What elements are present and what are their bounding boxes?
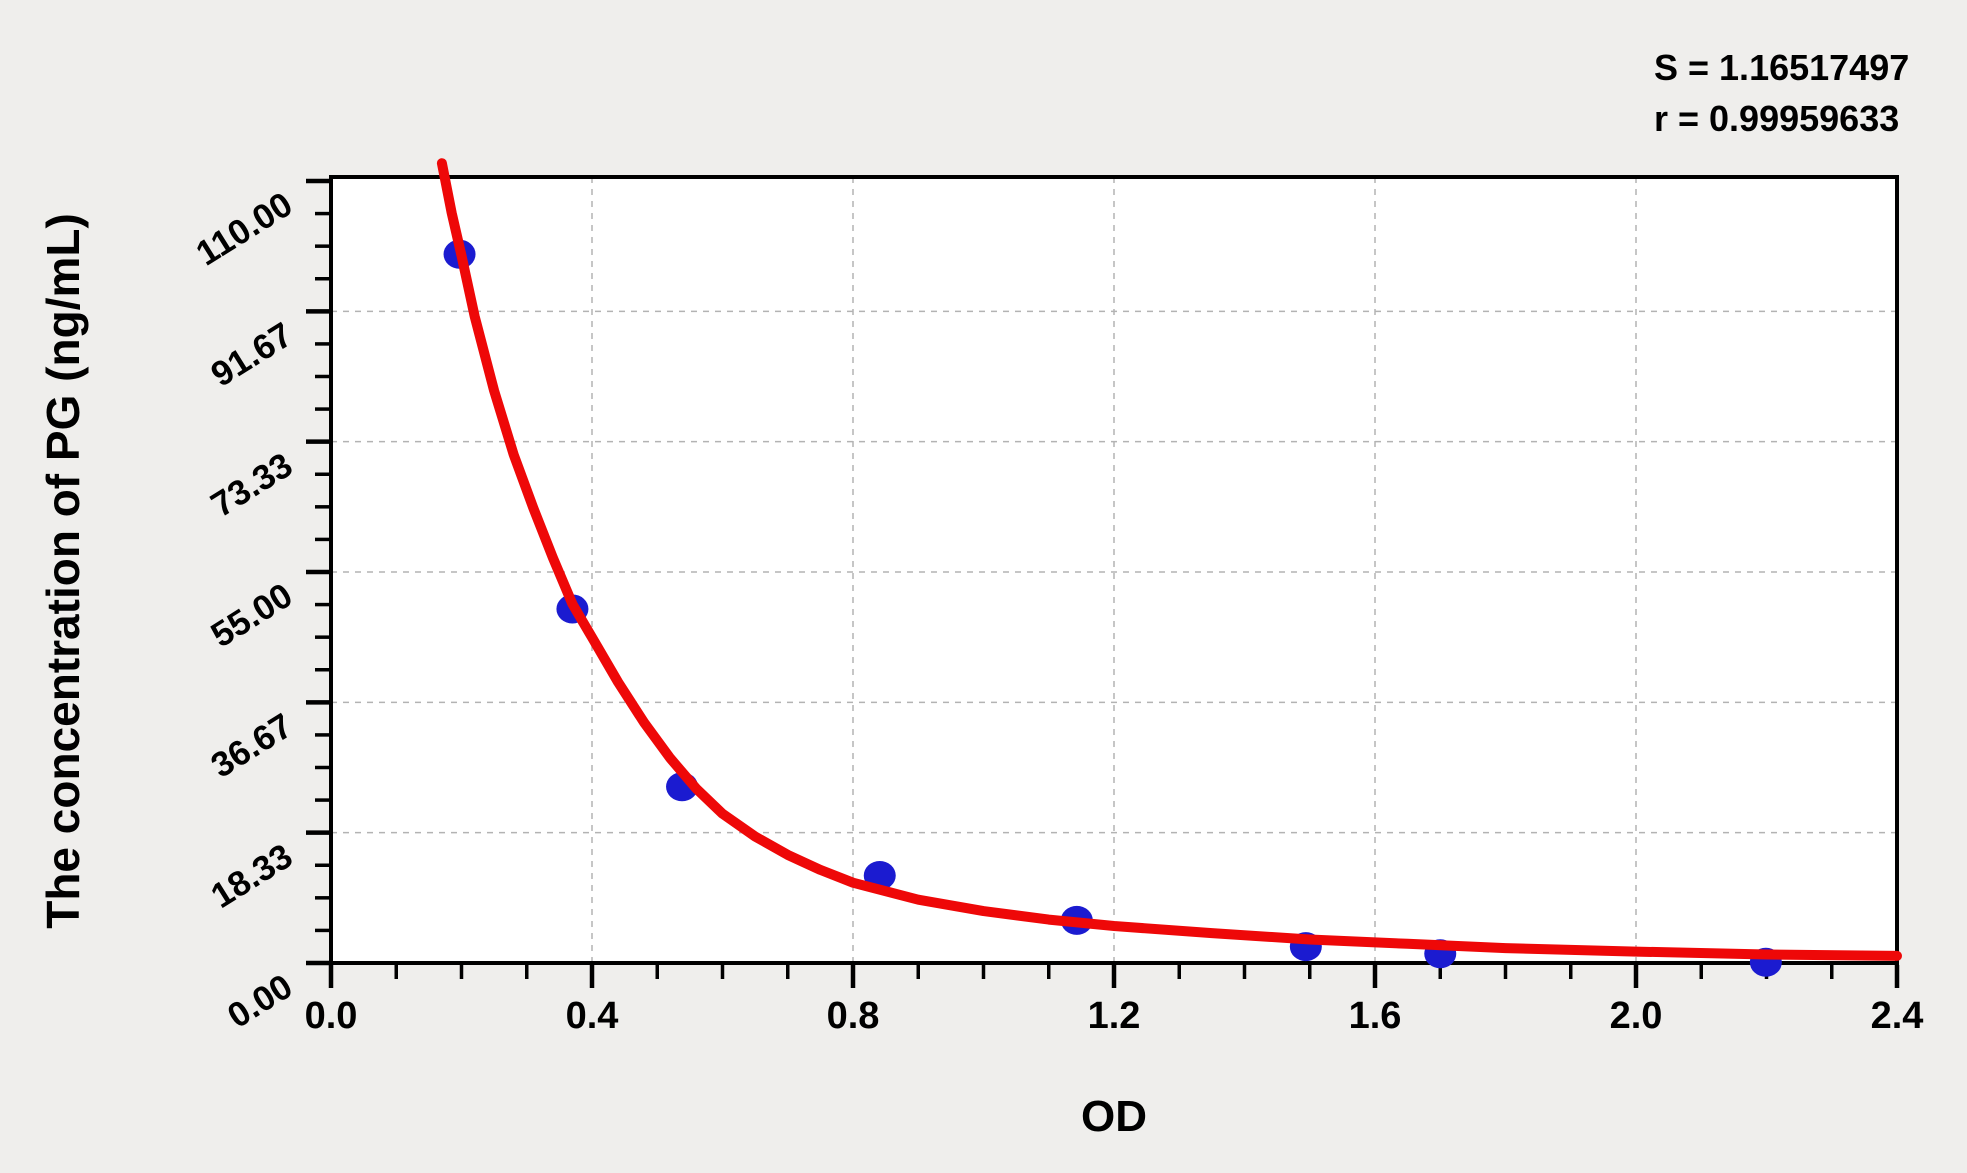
fit-curve [436, 158, 1902, 961]
x-tick-label: 0.8 [827, 995, 880, 1037]
x-tick-label: 0.0 [305, 995, 358, 1037]
x-tick-label: 1.6 [1349, 995, 1402, 1037]
y-tick-label: 91.67 [204, 315, 299, 394]
plot-background [331, 177, 1897, 963]
x-tick-label: 1.2 [1088, 995, 1141, 1037]
x-axis-title: OD [1081, 1092, 1147, 1141]
y-tick-label: 73.33 [204, 445, 299, 524]
y-tick-label: 18.33 [204, 836, 299, 915]
x-tick-label: 2.0 [1610, 995, 1663, 1037]
plot-frame [329, 175, 1899, 965]
stats-readout: S = 1.16517497 r = 0.99959633 [1654, 42, 1909, 144]
y-tick-label: 36.67 [204, 706, 299, 785]
y-tick-label: 110.00 [189, 185, 299, 274]
s-value-label: S = 1.16517497 [1654, 47, 1910, 88]
x-tick-label: 2.4 [1871, 995, 1924, 1037]
y-tick-label: 55.00 [204, 576, 299, 655]
x-tick-label: 0.4 [566, 995, 619, 1037]
r-value-label: r = 0.99959633 [1654, 98, 1900, 139]
y-tick-label: 0.00 [221, 967, 299, 1036]
